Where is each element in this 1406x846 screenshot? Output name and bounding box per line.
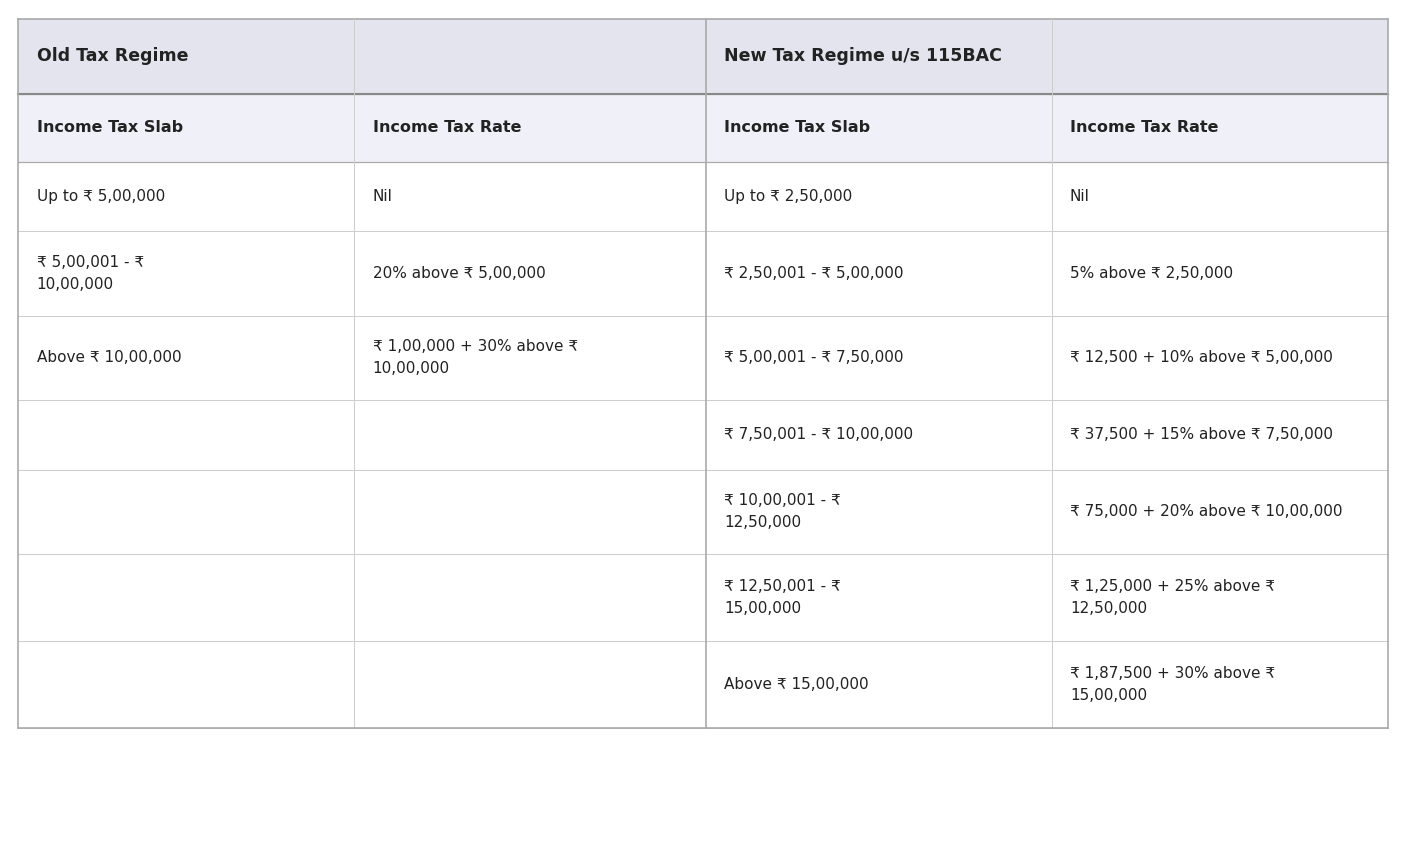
Bar bbox=[18, 470, 1388, 554]
Text: 20% above ₹ 5,00,000: 20% above ₹ 5,00,000 bbox=[373, 266, 546, 281]
Text: ₹ 75,000 + 20% above ₹ 10,00,000: ₹ 75,000 + 20% above ₹ 10,00,000 bbox=[1070, 504, 1343, 519]
Text: ₹ 10,00,001 - ₹
12,50,000: ₹ 10,00,001 - ₹ 12,50,000 bbox=[724, 493, 841, 530]
Text: Nil: Nil bbox=[1070, 189, 1090, 204]
Bar bbox=[18, 641, 1388, 728]
Bar bbox=[18, 231, 1388, 316]
Text: ₹ 7,50,001 - ₹ 10,00,000: ₹ 7,50,001 - ₹ 10,00,000 bbox=[724, 427, 914, 442]
Text: ₹ 1,87,500 + 30% above ₹
15,00,000: ₹ 1,87,500 + 30% above ₹ 15,00,000 bbox=[1070, 667, 1275, 703]
Bar bbox=[18, 162, 1388, 231]
Text: New Tax Regime u/s 115BAC: New Tax Regime u/s 115BAC bbox=[724, 47, 1002, 65]
Bar bbox=[18, 554, 1388, 641]
Text: 5% above ₹ 2,50,000: 5% above ₹ 2,50,000 bbox=[1070, 266, 1233, 281]
Text: ₹ 2,50,001 - ₹ 5,00,000: ₹ 2,50,001 - ₹ 5,00,000 bbox=[724, 266, 904, 281]
Text: Above ₹ 15,00,000: Above ₹ 15,00,000 bbox=[724, 678, 869, 692]
Text: Up to ₹ 2,50,000: Up to ₹ 2,50,000 bbox=[724, 189, 852, 204]
Text: ₹ 12,500 + 10% above ₹ 5,00,000: ₹ 12,500 + 10% above ₹ 5,00,000 bbox=[1070, 350, 1333, 365]
Text: Nil: Nil bbox=[373, 189, 392, 204]
Text: Income Tax Slab: Income Tax Slab bbox=[37, 120, 183, 135]
Text: Income Tax Rate: Income Tax Rate bbox=[1070, 120, 1219, 135]
Text: ₹ 1,25,000 + 25% above ₹
12,50,000: ₹ 1,25,000 + 25% above ₹ 12,50,000 bbox=[1070, 580, 1275, 616]
Bar bbox=[18, 400, 1388, 470]
Text: ₹ 12,50,001 - ₹
15,00,000: ₹ 12,50,001 - ₹ 15,00,000 bbox=[724, 580, 841, 616]
Bar bbox=[18, 19, 1388, 94]
Bar bbox=[18, 316, 1388, 400]
Text: Above ₹ 10,00,000: Above ₹ 10,00,000 bbox=[37, 350, 181, 365]
Text: Income Tax Slab: Income Tax Slab bbox=[724, 120, 870, 135]
Text: ₹ 5,00,001 - ₹
10,00,000: ₹ 5,00,001 - ₹ 10,00,000 bbox=[37, 255, 143, 292]
Bar bbox=[18, 94, 1388, 162]
Text: Old Tax Regime: Old Tax Regime bbox=[37, 47, 188, 65]
Text: Up to ₹ 5,00,000: Up to ₹ 5,00,000 bbox=[37, 189, 165, 204]
Text: ₹ 5,00,001 - ₹ 7,50,000: ₹ 5,00,001 - ₹ 7,50,000 bbox=[724, 350, 904, 365]
Text: ₹ 1,00,000 + 30% above ₹
10,00,000: ₹ 1,00,000 + 30% above ₹ 10,00,000 bbox=[373, 339, 578, 376]
Text: Income Tax Rate: Income Tax Rate bbox=[373, 120, 522, 135]
Text: ₹ 37,500 + 15% above ₹ 7,50,000: ₹ 37,500 + 15% above ₹ 7,50,000 bbox=[1070, 427, 1333, 442]
